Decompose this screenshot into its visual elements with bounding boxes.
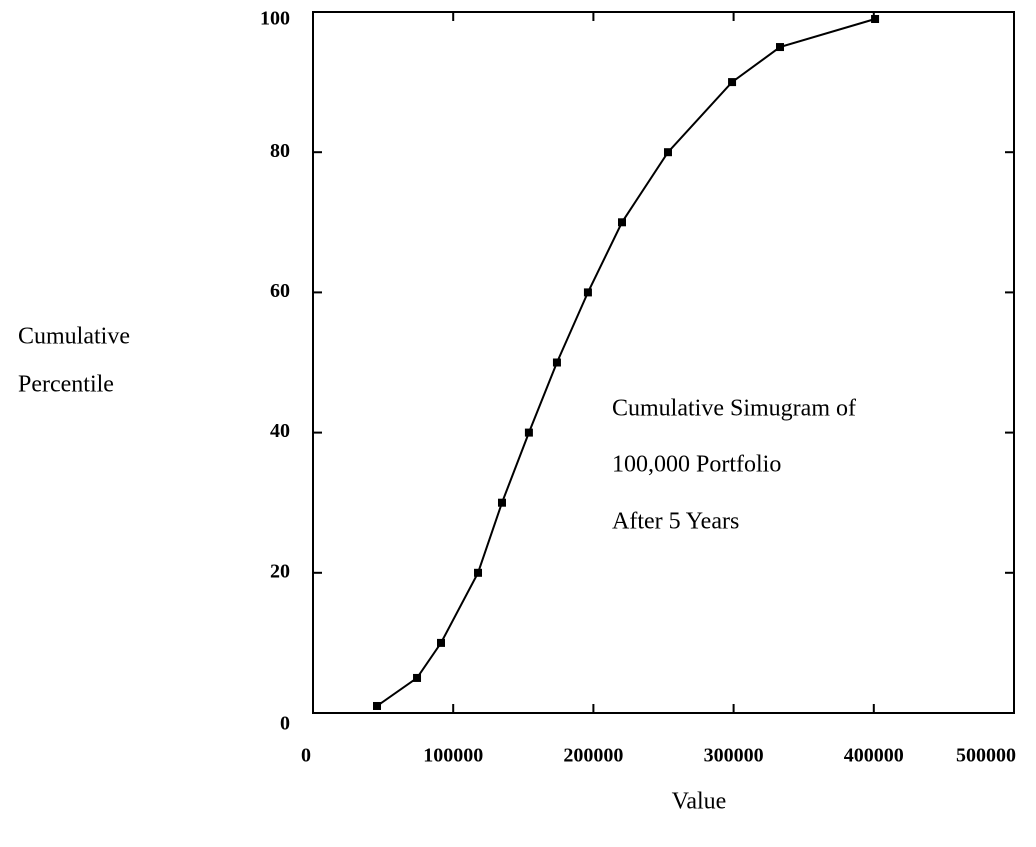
data-marker bbox=[728, 78, 737, 87]
data-marker bbox=[524, 428, 533, 437]
y-tick-label: 60 bbox=[270, 280, 290, 302]
data-marker bbox=[474, 568, 483, 577]
data-marker bbox=[552, 358, 561, 367]
x-tick-label: 0 bbox=[301, 745, 311, 767]
y-tick-label: 20 bbox=[270, 560, 290, 582]
annotation: 100,000 Portfolio bbox=[612, 452, 781, 478]
y-axis-label: Cumulative bbox=[18, 324, 130, 350]
y-tick-label: 80 bbox=[270, 140, 290, 162]
y-tick-label: 100 bbox=[260, 8, 290, 30]
y-axis-label: Percentile bbox=[18, 372, 114, 398]
x-tick-label: 100000 bbox=[423, 745, 483, 767]
data-marker bbox=[413, 673, 422, 682]
data-marker bbox=[373, 701, 382, 710]
data-marker bbox=[871, 15, 880, 24]
plot-frame bbox=[312, 11, 1015, 714]
data-marker bbox=[437, 638, 446, 647]
data-marker bbox=[497, 498, 506, 507]
x-tick-label: 200000 bbox=[563, 745, 623, 767]
data-marker bbox=[583, 288, 592, 297]
x-axis-label: Value bbox=[672, 789, 727, 815]
x-tick-label: 400000 bbox=[844, 745, 904, 767]
data-line bbox=[376, 18, 876, 707]
y-tick-label: 40 bbox=[270, 420, 290, 442]
data-marker bbox=[618, 218, 627, 227]
x-tick-label: 500000 bbox=[956, 745, 1016, 767]
data-marker bbox=[776, 43, 785, 52]
y-tick-label: 0 bbox=[280, 713, 290, 735]
annotation: Cumulative Simugram of bbox=[612, 396, 856, 422]
x-tick-label: 300000 bbox=[704, 745, 764, 767]
annotation: After 5 Years bbox=[612, 509, 739, 535]
data-marker bbox=[663, 148, 672, 157]
